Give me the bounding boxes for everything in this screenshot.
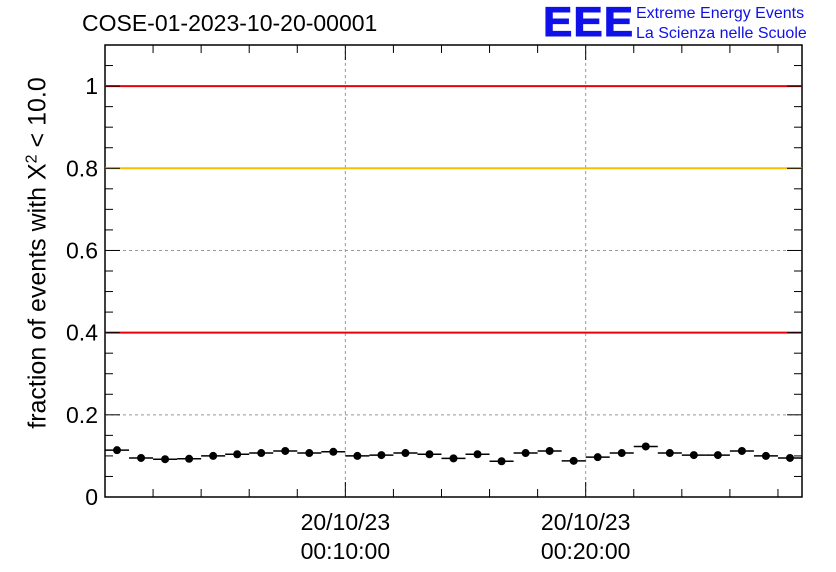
data-point (785, 453, 794, 462)
data-point (737, 446, 746, 455)
data-point (593, 453, 602, 462)
eee-logo: EEE (542, 0, 635, 46)
data-point (641, 442, 650, 451)
chart-title: COSE-01-2023-10-20-00001 (82, 10, 378, 36)
data-point (401, 449, 410, 458)
data-point (713, 451, 722, 460)
y-tick-label: 0.6 (66, 237, 98, 263)
data-point (449, 454, 458, 463)
x-tick-label-date: 20/10/23 (301, 509, 391, 535)
data-point (281, 446, 290, 455)
y-tick-label: 0.4 (66, 320, 98, 346)
data-point (161, 455, 170, 464)
data-point (473, 450, 482, 459)
x-tick-label-time: 00:10:00 (301, 538, 391, 564)
data-point (305, 449, 314, 458)
data-point (113, 446, 122, 455)
data-point (569, 456, 578, 465)
data-point (353, 451, 362, 460)
data-point (185, 454, 194, 463)
logo-line-1: Extreme Energy Events (636, 5, 805, 22)
data-point (425, 450, 434, 459)
y-tick-label: 1 (85, 73, 98, 99)
logo-line-2: La Scienza nelle Scuole (636, 25, 807, 42)
y-tick-label: 0.8 (66, 155, 98, 181)
data-point (617, 449, 626, 458)
data-point (209, 451, 218, 460)
y-tick-label: 0 (85, 484, 98, 510)
y-tick-label: 0.2 (66, 402, 98, 428)
data-point (497, 457, 506, 466)
data-point (233, 450, 242, 459)
x-tick-label-time: 00:20:00 (541, 538, 631, 564)
data-point (257, 449, 266, 458)
data-point (377, 451, 386, 460)
data-point (665, 449, 674, 458)
plot-frame (104, 44, 803, 498)
data-point (689, 451, 698, 460)
data-point (329, 447, 338, 456)
data-point (521, 449, 530, 458)
data-point (545, 446, 554, 455)
x-tick-label-date: 20/10/23 (541, 509, 631, 535)
data-point (761, 451, 770, 460)
data-point (137, 453, 146, 462)
